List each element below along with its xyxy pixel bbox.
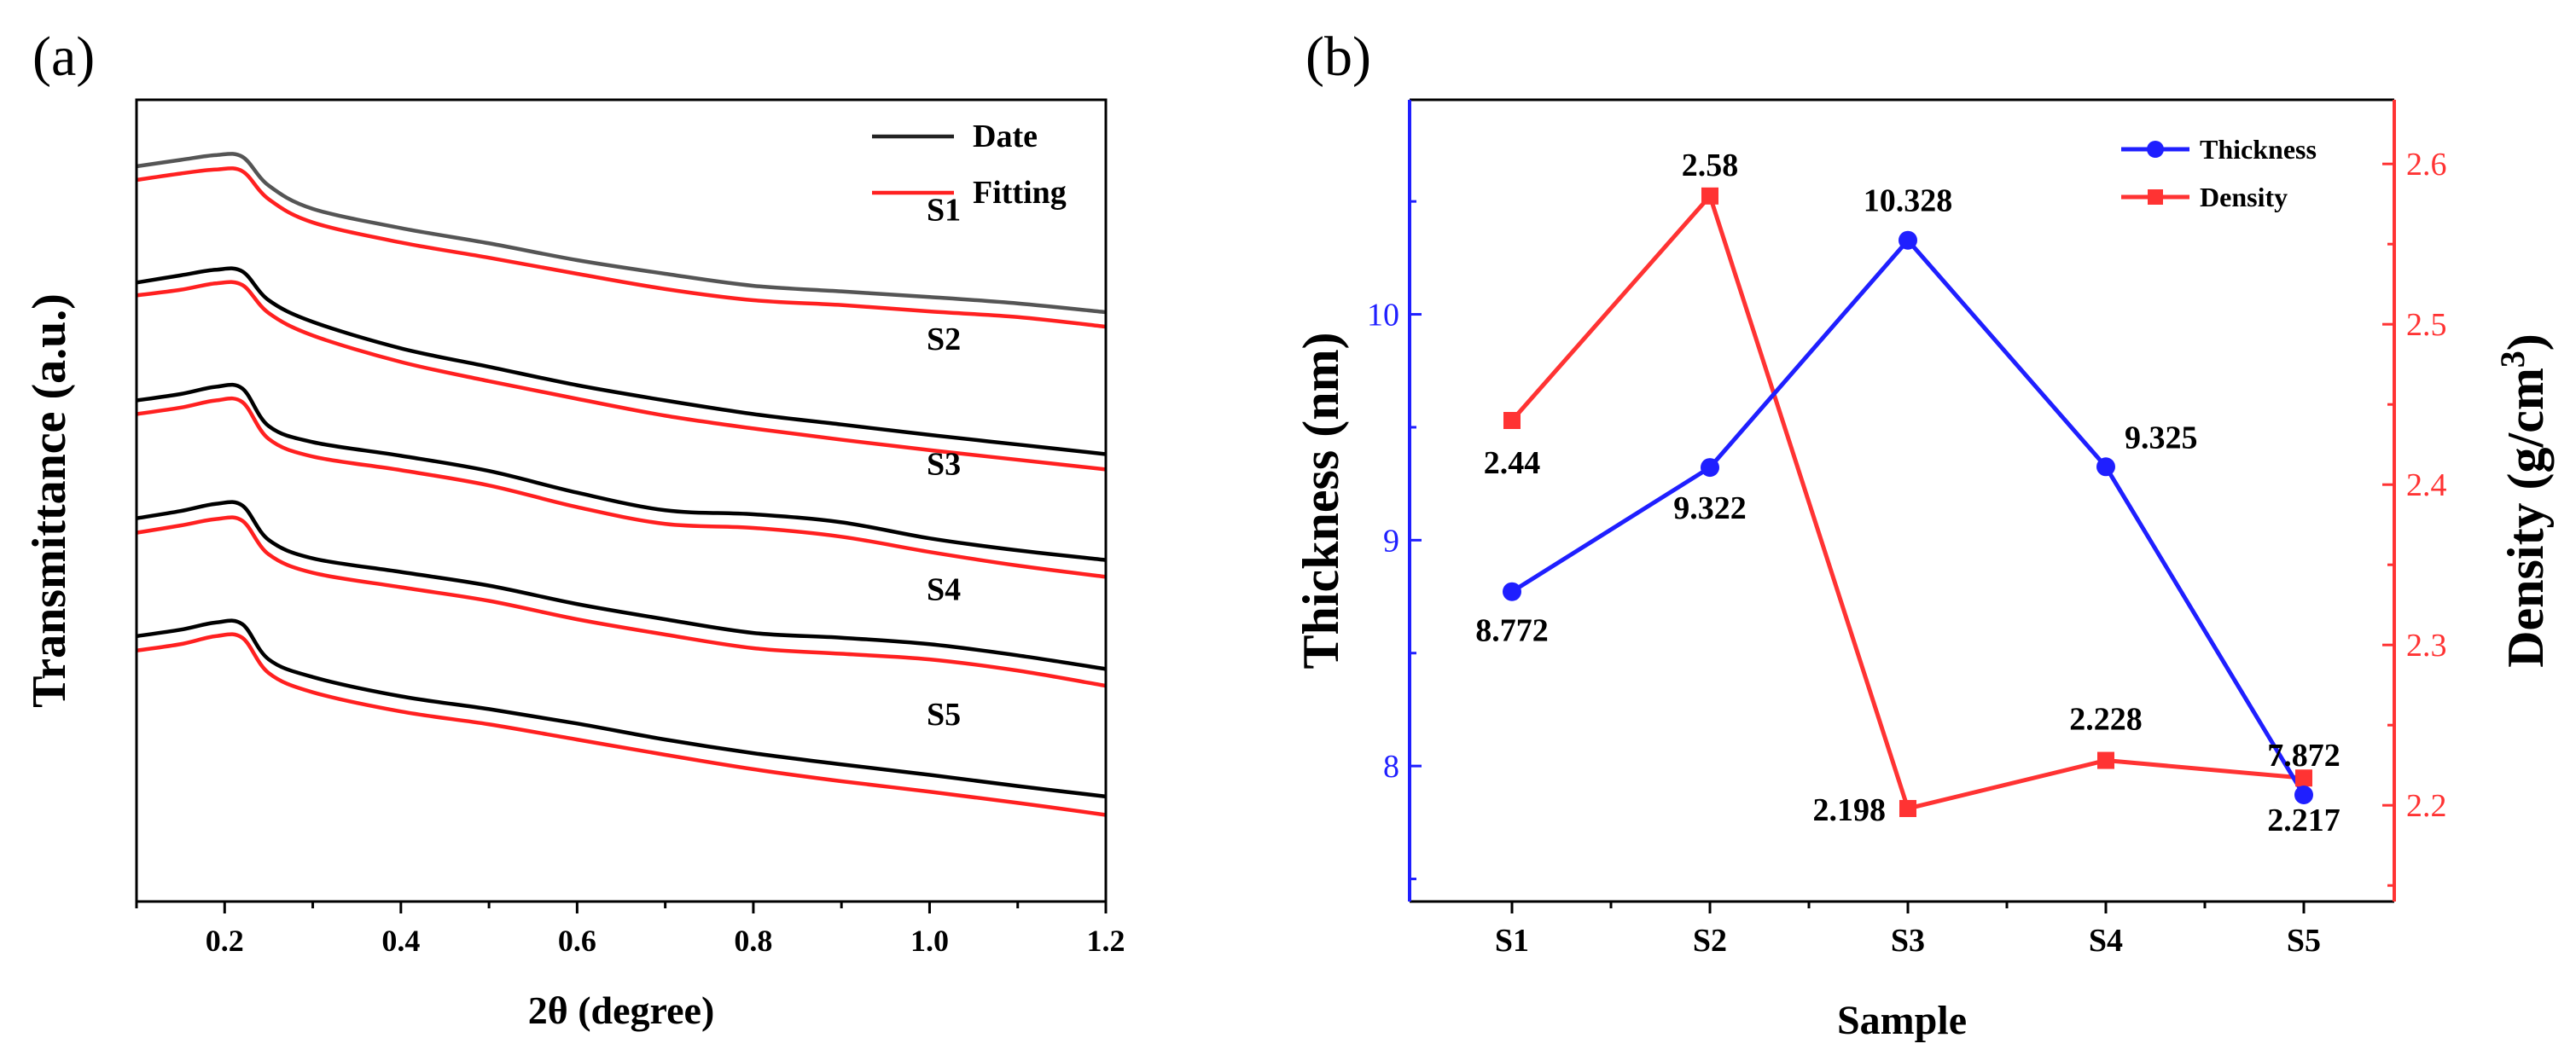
legend-label-thickness: Thickness bbox=[2200, 134, 2317, 165]
legend-b: Thickness Density bbox=[2121, 134, 2317, 212]
series-line-s5-fitting bbox=[136, 632, 1107, 817]
y-tick-label-left-b: 8 bbox=[1383, 749, 1399, 785]
legend-marker-thickness bbox=[2147, 141, 2164, 158]
legend-label-fitting: Fitting bbox=[973, 175, 1067, 211]
x-tick-label-a: 0.2 bbox=[206, 924, 244, 958]
annotation-s5: S5 bbox=[927, 697, 961, 733]
legend-marker-density bbox=[2148, 189, 2163, 205]
series-line-s2-fitting bbox=[136, 280, 1107, 472]
x-axis-label-b: Sample bbox=[1837, 998, 1967, 1043]
series-line-s4-fitting bbox=[136, 515, 1107, 688]
x-tick-label-b: S3 bbox=[1891, 923, 1925, 959]
thickness-marker-s1 bbox=[1503, 582, 1521, 601]
y-tick-label-left-b: 9 bbox=[1383, 523, 1399, 559]
panel-b: (b) S1 S2 S3 S4 S5 Sample 8 9 10 2.2 2.3 2.4 2.5 2.6 Th… bbox=[1293, 26, 2554, 1043]
series-line-s3-date bbox=[136, 382, 1107, 562]
data-label-density-s2: 2.58 bbox=[1682, 148, 1739, 183]
y-axis-label-right-b: Density (g/cm3) bbox=[2493, 333, 2554, 668]
series-line-s5-date bbox=[136, 618, 1107, 799]
series-line-s4-date bbox=[136, 500, 1107, 671]
data-label-density-s4: 2.228 bbox=[2069, 702, 2143, 738]
y-axis-label-right-sup: 3 bbox=[2493, 351, 2532, 368]
legend-label-date: Date bbox=[973, 119, 1038, 154]
panel-a-label: (a) bbox=[32, 26, 95, 88]
thickness-marker-s3 bbox=[1899, 230, 1917, 250]
y-axis-label-left-b: Thickness (nm) bbox=[1293, 332, 1349, 669]
density-marker-s5 bbox=[2295, 769, 2312, 787]
data-label-density-s1: 2.44 bbox=[1484, 445, 1541, 481]
y-tick-label-right-b: 2.3 bbox=[2406, 628, 2447, 664]
density-marker-s2 bbox=[1701, 187, 1718, 205]
data-label-density-s3: 2.198 bbox=[1813, 792, 1887, 828]
y-axis-label-right-close: ) bbox=[2497, 333, 2554, 351]
x-tick-label-b: S4 bbox=[2089, 923, 2123, 959]
series-line-s1-date bbox=[136, 152, 1107, 315]
thickness-marker-s4 bbox=[2096, 457, 2115, 477]
y-tick-label-left-b: 10 bbox=[1367, 298, 1399, 333]
x-tick-label-a: 0.6 bbox=[558, 924, 596, 958]
y-tick-label-right-b: 2.2 bbox=[2406, 788, 2447, 824]
series-line-density bbox=[1510, 191, 2305, 811]
data-label-density-s5: 2.217 bbox=[2267, 803, 2340, 838]
density-marker-s1 bbox=[1503, 412, 1521, 429]
x-tick-label-a: 0.8 bbox=[734, 924, 772, 958]
axes-frame-a bbox=[135, 98, 1108, 903]
legend-a: Date Fitting bbox=[872, 119, 1067, 211]
x-tick-label-a: 0.4 bbox=[381, 924, 420, 958]
series-line-s3-fitting bbox=[136, 396, 1107, 579]
x-tick-label-a: 1.2 bbox=[1087, 924, 1125, 958]
legend-label-density: Density bbox=[2200, 182, 2288, 212]
x-tick-label-b: S5 bbox=[2287, 923, 2321, 959]
series-line-thickness bbox=[1510, 236, 2306, 797]
x-tick-label-b: S1 bbox=[1495, 923, 1529, 959]
panel-a: (a) 0.2 0.4 0.6 0.8 1.0 1.2 2θ (degree) Transmit… bbox=[23, 26, 1125, 1032]
data-label-thickness-s2: 9.322 bbox=[1673, 490, 1747, 526]
data-label-thickness-s1: 8.772 bbox=[1475, 613, 1549, 649]
series-line-s2-date bbox=[136, 266, 1107, 456]
data-label-thickness-s5: 7.872 bbox=[2267, 738, 2340, 774]
data-label-thickness-s4: 9.325 bbox=[2125, 420, 2198, 455]
y-tick-label-right-b: 2.5 bbox=[2406, 307, 2447, 343]
annotation-s2: S2 bbox=[927, 322, 961, 357]
thickness-marker-s5 bbox=[2294, 786, 2313, 805]
x-axis-label-a: 2θ (degree) bbox=[528, 989, 715, 1032]
y-tick-label-right-b: 2.4 bbox=[2406, 467, 2447, 503]
y-tick-label-right-b: 2.6 bbox=[2406, 147, 2447, 183]
x-tick-label-b: S2 bbox=[1693, 923, 1727, 959]
annotation-s1: S1 bbox=[927, 193, 961, 229]
panel-b-label: (b) bbox=[1305, 26, 1371, 88]
y-axis-label-a: Transmittance (a.u.) bbox=[23, 293, 76, 708]
series-line-s1-fitting bbox=[136, 166, 1107, 329]
annotation-s3: S3 bbox=[927, 447, 961, 483]
density-marker-s3 bbox=[1899, 799, 1916, 817]
density-marker-s4 bbox=[2097, 751, 2114, 769]
data-label-thickness-s3: 10.328 bbox=[1864, 183, 1953, 219]
annotation-s4: S4 bbox=[927, 571, 961, 607]
thickness-marker-s2 bbox=[1701, 458, 1719, 478]
x-tick-label-a: 1.0 bbox=[910, 924, 949, 958]
y-axis-label-right-main: Density (g/cm bbox=[2497, 368, 2554, 668]
